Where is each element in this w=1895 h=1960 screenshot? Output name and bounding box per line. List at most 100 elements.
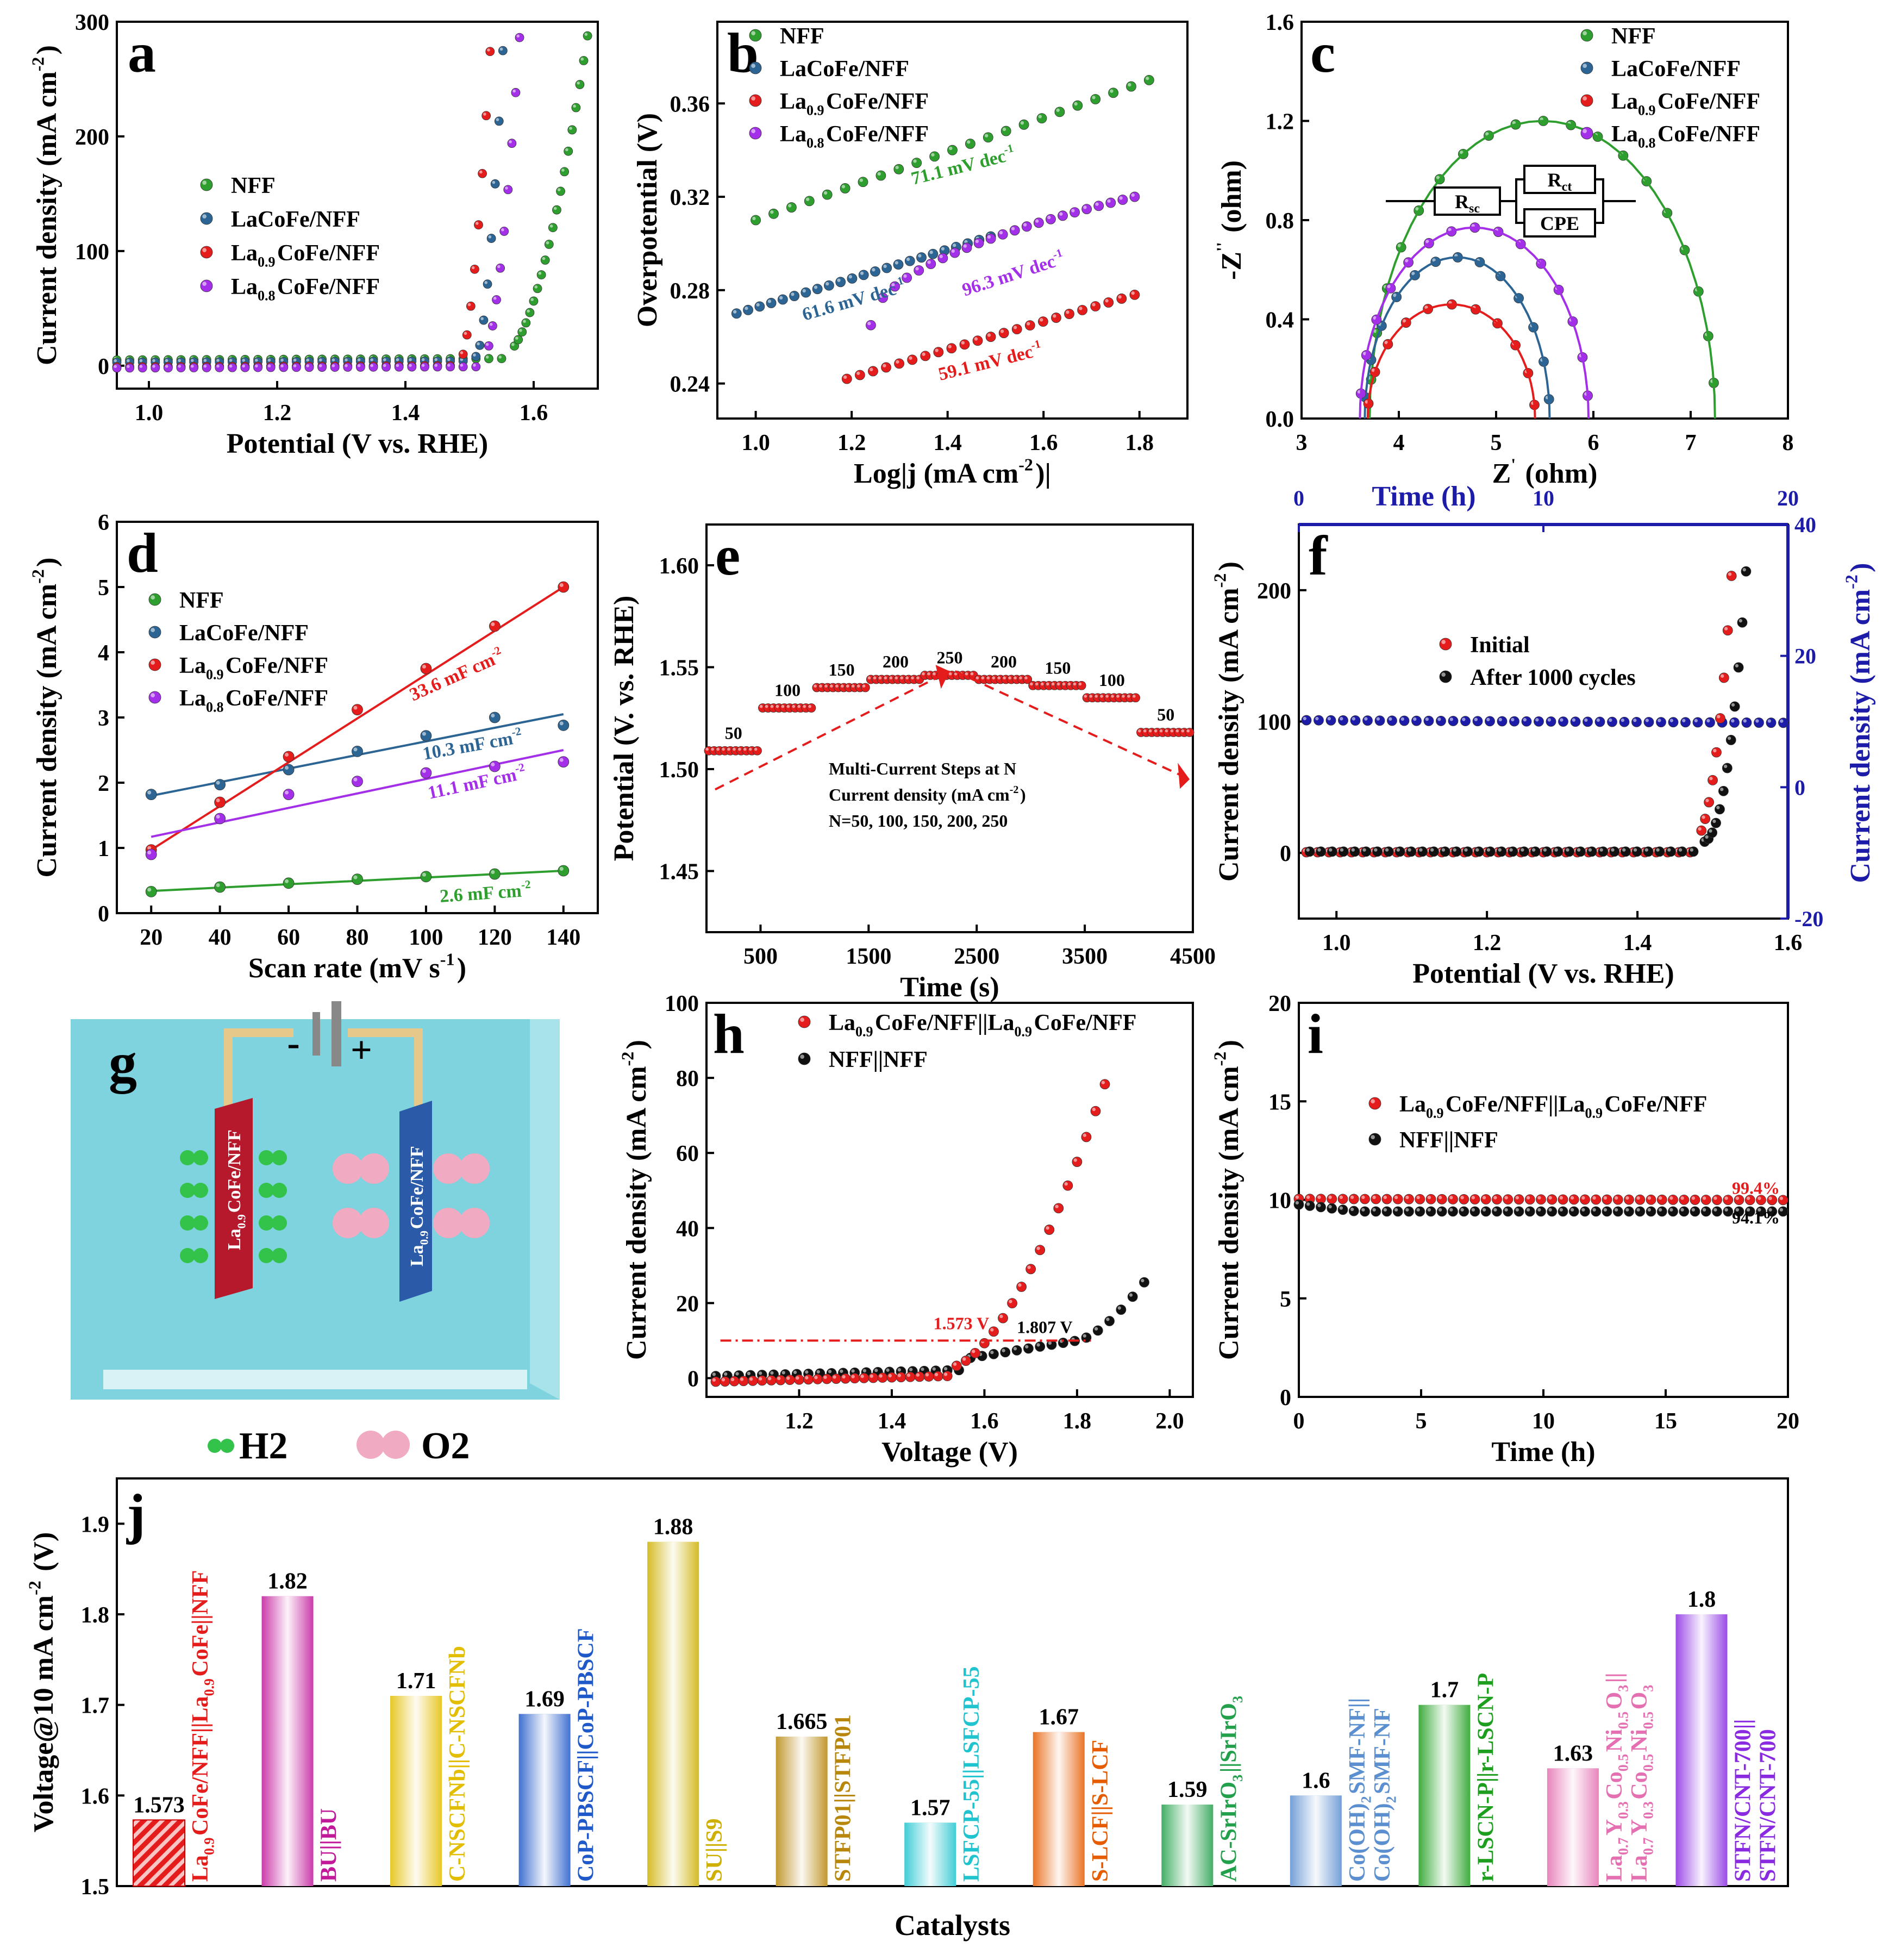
o2-atom <box>433 1153 464 1184</box>
o2-legend-icon <box>381 1431 410 1459</box>
x-axis-label: Time (h) <box>1491 1437 1595 1468</box>
point-highlight <box>114 365 117 369</box>
point-highlight <box>918 254 922 258</box>
data-point <box>1692 717 1703 728</box>
point-highlight <box>808 704 811 708</box>
point-highlight <box>559 583 564 587</box>
point-highlight <box>1570 1208 1574 1212</box>
point-highlight <box>370 358 373 361</box>
data-point <box>498 46 508 55</box>
data-point <box>558 720 570 731</box>
point-highlight <box>1396 848 1400 852</box>
point-highlight <box>1554 848 1558 852</box>
point-highlight <box>1509 848 1513 852</box>
point-highlight <box>1141 1278 1144 1283</box>
point-highlight <box>1656 848 1660 852</box>
data-point <box>521 318 531 328</box>
panel-b: 1.0 1.2 1.4 1.6 1.8 0.24 0.28 0.32 0.36 Log|j (mA… <box>632 21 1189 489</box>
legend-marker <box>1580 94 1593 107</box>
plus-sign: + <box>351 1029 372 1071</box>
data-point <box>1415 1194 1425 1204</box>
data-point <box>1700 1195 1711 1205</box>
point-highlight <box>913 159 917 163</box>
data-point <box>824 280 834 291</box>
data-point <box>446 362 455 372</box>
point-highlight <box>1523 717 1527 722</box>
point-highlight <box>1084 695 1087 698</box>
data-point <box>1668 1194 1678 1205</box>
electrolyte-tank <box>71 1019 560 1400</box>
bar-shading <box>261 1596 314 1886</box>
point-highlight <box>927 260 931 264</box>
point-highlight <box>1742 567 1746 572</box>
point-highlight <box>895 261 899 265</box>
point-highlight <box>906 1373 911 1377</box>
point-highlight <box>422 769 426 773</box>
point-highlight <box>1002 1349 1005 1352</box>
point-highlight <box>751 64 755 68</box>
legend-label: La0.8 CoFe/NFF <box>1611 122 1760 151</box>
data-point <box>754 301 765 312</box>
data-point <box>789 291 800 301</box>
point-highlight <box>1416 1208 1420 1212</box>
data-point <box>496 263 505 273</box>
x-tick-label: 60 <box>277 925 300 950</box>
point-highlight <box>1328 1195 1332 1199</box>
o2-atom <box>333 1208 363 1238</box>
point-highlight <box>1425 240 1429 244</box>
bar-category-label: C-NSCFNb||C-NSCFNb <box>445 1646 470 1882</box>
legend-marker <box>148 626 161 639</box>
point-highlight <box>1056 682 1060 686</box>
point-highlight <box>1143 729 1147 733</box>
data-point <box>1000 126 1011 136</box>
bar-value-label: 1.88 <box>653 1515 693 1540</box>
point-highlight <box>1413 717 1417 721</box>
point-highlight <box>493 296 497 300</box>
point-highlight <box>1448 228 1452 232</box>
point-highlight <box>1486 717 1490 721</box>
data-point <box>881 263 892 273</box>
fit-curve <box>1359 226 1590 419</box>
point-highlight <box>740 1377 744 1381</box>
point-highlight <box>1003 676 1006 679</box>
point-highlight <box>749 1377 753 1381</box>
panel-letter: h <box>713 1003 745 1065</box>
data-point <box>1631 846 1642 857</box>
data-point <box>283 789 295 800</box>
x-tick-label: 1.6 <box>1774 931 1803 956</box>
point-highlight <box>1419 848 1423 852</box>
point-highlight <box>345 364 348 367</box>
data-point <box>1580 1206 1590 1217</box>
cpe-label: CPE <box>1540 213 1579 234</box>
data-point <box>1116 294 1127 304</box>
data-point <box>1301 715 1312 726</box>
point-highlight <box>1092 96 1096 99</box>
point-highlight <box>1038 115 1042 118</box>
x-tick-label: 8 <box>1783 430 1794 455</box>
bar-category-label: STFN/CNT-700 <box>1755 1729 1780 1882</box>
point-highlight <box>1383 1208 1387 1212</box>
point-highlight <box>916 1373 920 1377</box>
point-highlight <box>1117 1306 1121 1310</box>
point-highlight <box>1581 1208 1585 1212</box>
point-highlight <box>422 872 426 877</box>
o2-legend-label: O2 <box>421 1425 470 1467</box>
point-highlight <box>1460 1196 1464 1200</box>
data-point <box>1374 715 1385 726</box>
trend-arrow-up <box>715 670 950 791</box>
data-point <box>552 205 561 215</box>
data-point <box>1737 617 1748 628</box>
point-highlight <box>751 129 755 133</box>
point-highlight <box>1548 1196 1552 1200</box>
point-highlight <box>800 1018 804 1022</box>
point-highlight <box>1387 285 1391 289</box>
y-tick-label: 20 <box>676 1291 699 1316</box>
point-highlight <box>1735 1196 1740 1200</box>
data-point <box>1553 846 1563 857</box>
fit-line <box>151 749 564 838</box>
point-highlight <box>1713 748 1717 753</box>
data-point <box>567 125 577 135</box>
data-point <box>1090 301 1101 311</box>
data-point <box>1729 701 1740 712</box>
point-highlight <box>1023 223 1027 227</box>
